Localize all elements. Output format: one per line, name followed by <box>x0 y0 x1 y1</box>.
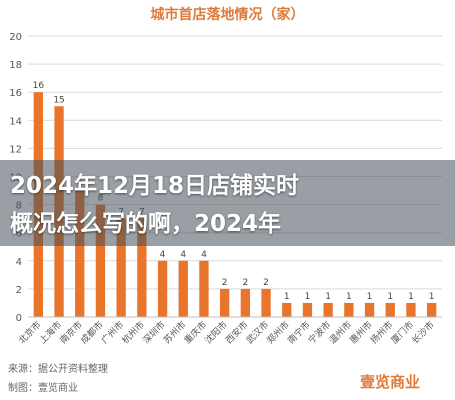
data-label: 2 <box>263 278 269 288</box>
data-label: 2 <box>242 278 248 288</box>
bar <box>385 302 395 317</box>
bar <box>95 204 106 317</box>
x-tick-label: 武汉市 <box>244 319 272 347</box>
bar <box>116 218 126 317</box>
data-label: 1 <box>284 292 290 302</box>
bar <box>302 302 313 317</box>
x-tick-label: 扬州市 <box>368 319 396 347</box>
data-label: 1 <box>305 292 311 302</box>
x-tick-label: 沈阳市 <box>202 319 230 347</box>
source-note: 来源：据公开资料整理 <box>8 364 108 375</box>
x-tick-label: 宁波市 <box>306 319 334 347</box>
bar <box>426 302 437 317</box>
bar <box>406 302 416 317</box>
data-label: 1 <box>325 292 331 302</box>
bar <box>344 302 354 317</box>
x-tick-label: 南京市 <box>57 319 85 347</box>
bar <box>157 260 168 317</box>
caption-overlay-band <box>0 160 455 246</box>
x-tick-label: 郑州市 <box>264 319 292 347</box>
chart-title: 城市首店落地情况（家） <box>150 7 305 23</box>
data-label: 1 <box>367 292 373 302</box>
x-tick-label: 上海市 <box>37 319 65 347</box>
y-tick-label: 2 <box>16 285 22 296</box>
y-tick-label: 16 <box>9 88 22 99</box>
data-label: 2 <box>222 278 228 288</box>
y-tick-label: 20 <box>9 32 22 43</box>
y-tick-label: 4 <box>16 257 22 268</box>
y-tick-label: 12 <box>9 144 22 155</box>
data-label: 4 <box>180 250 186 260</box>
y-tick-label: 14 <box>9 116 22 127</box>
x-tick-label: 长沙市 <box>409 319 437 347</box>
data-label: 4 <box>201 250 207 260</box>
y-tick-label: 18 <box>9 60 22 71</box>
x-tick-label: 成都市 <box>78 319 106 347</box>
bar <box>240 288 251 317</box>
bar <box>261 288 271 317</box>
bar <box>219 288 230 317</box>
bar <box>199 260 209 317</box>
x-tick-label: 温州市 <box>326 319 354 347</box>
caption-overlay-line-1: 2024年12月18日店铺实时 <box>10 173 300 199</box>
data-label: 1 <box>429 292 435 302</box>
caption-overlay-line-2: 概况怎么写的啊，2024年 <box>10 211 282 237</box>
bar <box>178 260 188 317</box>
x-tick-label: 广州市 <box>99 319 127 347</box>
data-label: 4 <box>160 250 166 260</box>
x-tick-label: 西安市 <box>223 319 251 347</box>
chart-maker-note: 制图：壹览商业 <box>8 383 78 394</box>
x-tick-label: 南宁市 <box>285 319 313 347</box>
x-tick-label: 惠州市 <box>347 319 375 347</box>
y-tick-label: 0 <box>16 313 22 324</box>
data-label: 1 <box>346 292 352 302</box>
data-label: 1 <box>387 292 393 302</box>
data-label: 16 <box>33 81 45 91</box>
data-label: 1 <box>408 292 414 302</box>
x-tick-label: 重庆市 <box>181 319 209 347</box>
x-tick-label: 苏州市 <box>161 319 189 347</box>
x-tick-label: 杭州市 <box>119 319 147 347</box>
bar <box>75 190 85 317</box>
bar <box>282 302 292 317</box>
brand-logo: 壹览商业 <box>360 373 421 391</box>
data-label: 15 <box>53 95 64 105</box>
bar <box>364 302 375 317</box>
bar <box>137 218 147 317</box>
x-tick-label: 厦门市 <box>388 319 416 347</box>
bar <box>323 302 333 317</box>
x-tick-label: 深圳市 <box>140 319 168 347</box>
